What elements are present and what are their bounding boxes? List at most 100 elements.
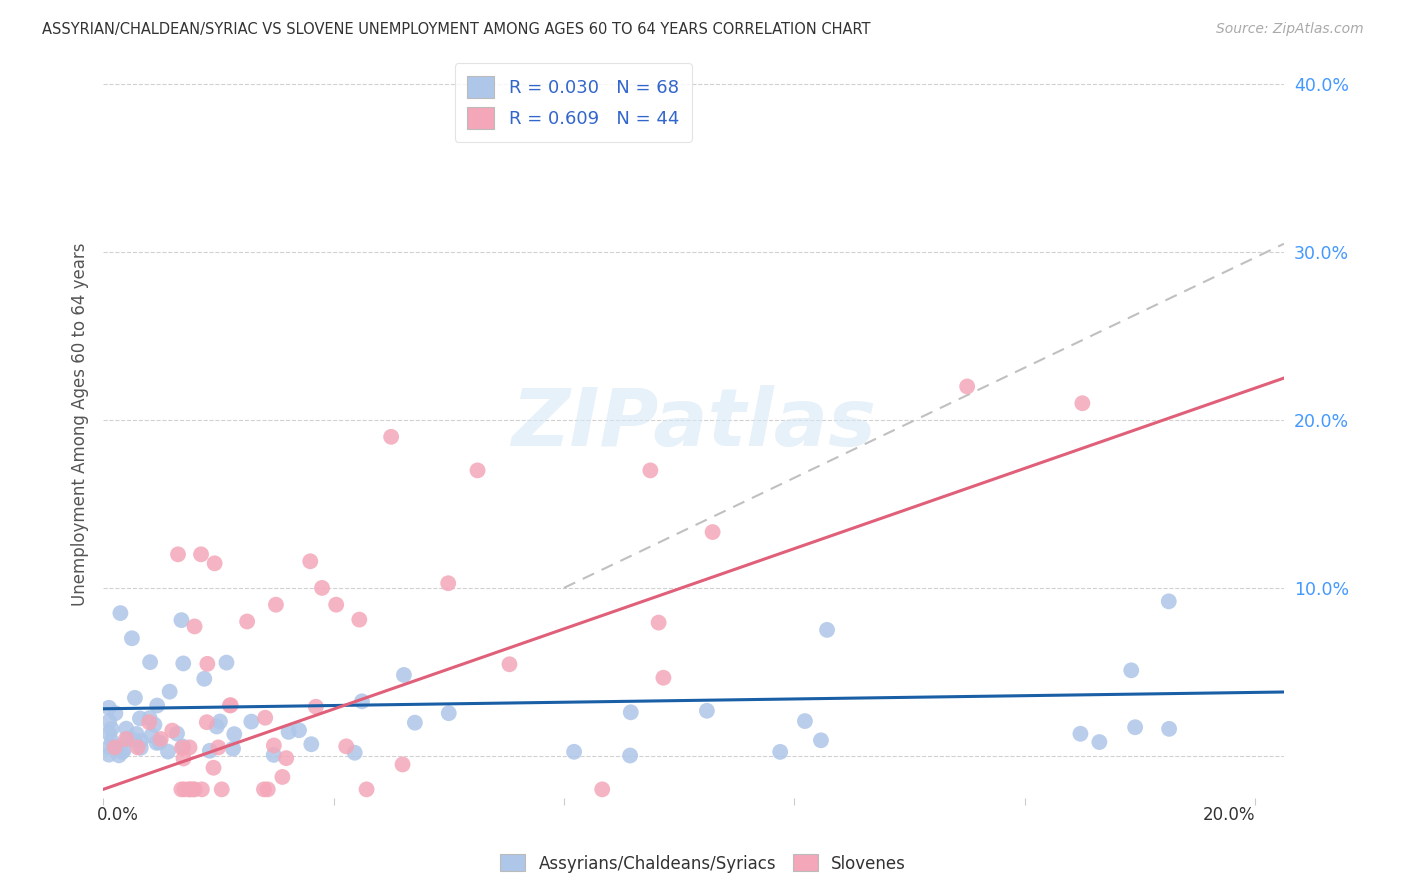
Point (793, 714, 815, 728)
Point (183, 782, 205, 797)
Point (956, 379, 979, 393)
Point (1071, 396, 1094, 410)
Point (208, 714, 231, 729)
Point (173, 782, 195, 797)
Point (392, 668, 415, 682)
Point (205, 719, 228, 733)
Point (179, 782, 201, 797)
Point (100, 734, 122, 748)
Point (1088, 735, 1111, 749)
Point (100, 722, 122, 736)
Point (591, 782, 613, 797)
Point (173, 751, 195, 765)
Point (97, 740, 120, 755)
Legend: R = 0.030   N = 68, R = 0.609   N = 44: R = 0.030 N = 68, R = 0.609 N = 44 (454, 63, 692, 142)
Point (380, 430, 402, 444)
Point (391, 757, 413, 772)
Point (696, 704, 718, 718)
Point (202, 761, 225, 775)
Point (170, 613, 193, 627)
Point (181, 782, 204, 797)
Point (162, 723, 184, 738)
Point (183, 619, 205, 633)
Point (121, 632, 143, 646)
Point (343, 746, 366, 760)
Point (1069, 727, 1091, 741)
Point (222, 741, 245, 756)
Point (263, 747, 285, 762)
Point (224, 727, 246, 741)
Point (170, 782, 193, 797)
Point (115, 731, 138, 746)
Text: ZIPatlas: ZIPatlas (510, 385, 876, 463)
Point (467, 463, 489, 477)
Point (254, 711, 277, 725)
Text: 20.0%: 20.0% (1202, 806, 1256, 824)
Point (115, 722, 138, 736)
Point (141, 728, 163, 742)
Point (437, 706, 460, 721)
Point (98, 714, 121, 729)
Point (108, 748, 131, 763)
Point (159, 684, 181, 698)
Point (122, 732, 145, 747)
Point (104, 739, 127, 754)
Point (104, 740, 127, 755)
Point (190, 547, 212, 561)
Point (170, 740, 193, 755)
Point (215, 656, 238, 670)
Point (139, 655, 162, 669)
Point (236, 615, 259, 629)
Point (97, 747, 120, 762)
Point (1159, 722, 1181, 736)
Point (256, 782, 278, 797)
Point (263, 739, 285, 753)
Point (276, 751, 298, 765)
Point (179, 740, 201, 755)
Point (172, 739, 194, 754)
Text: ASSYRIAN/CHALDEAN/SYRIAC VS SLOVENE UNEMPLOYMENT AMONG AGES 60 TO 64 YEARS CORRE: ASSYRIAN/CHALDEAN/SYRIAC VS SLOVENE UNEM… (42, 22, 870, 37)
Point (1123, 720, 1146, 734)
Point (125, 727, 148, 741)
Point (253, 782, 276, 797)
Point (111, 745, 134, 759)
Point (143, 717, 166, 731)
Point (129, 734, 152, 748)
Point (810, 733, 832, 747)
Point (129, 711, 152, 725)
Point (349, 613, 371, 627)
Point (620, 706, 643, 720)
Point (305, 699, 328, 714)
Point (647, 615, 669, 630)
Point (815, 623, 838, 637)
Point (277, 725, 299, 739)
Point (211, 782, 233, 797)
Point (129, 740, 152, 755)
Point (97, 700, 120, 714)
Point (195, 657, 218, 671)
Point (166, 726, 188, 740)
Point (299, 554, 322, 568)
Point (288, 723, 311, 738)
Point (104, 706, 127, 721)
Point (311, 581, 333, 595)
Point (562, 745, 585, 759)
Point (195, 715, 218, 730)
Legend: Assyrians/Chaldeans/Syriacs, Slovenes: Assyrians/Chaldeans/Syriacs, Slovenes (494, 847, 912, 880)
Point (167, 547, 190, 561)
Point (145, 736, 167, 750)
Point (193, 672, 215, 686)
Point (652, 671, 675, 685)
Point (138, 711, 160, 725)
Point (172, 657, 194, 671)
Point (498, 657, 520, 672)
Text: 0.0%: 0.0% (97, 806, 139, 824)
Point (356, 782, 378, 797)
Point (218, 698, 240, 713)
Point (702, 524, 724, 539)
Point (299, 737, 322, 751)
Point (179, 782, 201, 797)
Point (350, 694, 373, 708)
Point (149, 735, 172, 749)
Point (112, 743, 135, 757)
